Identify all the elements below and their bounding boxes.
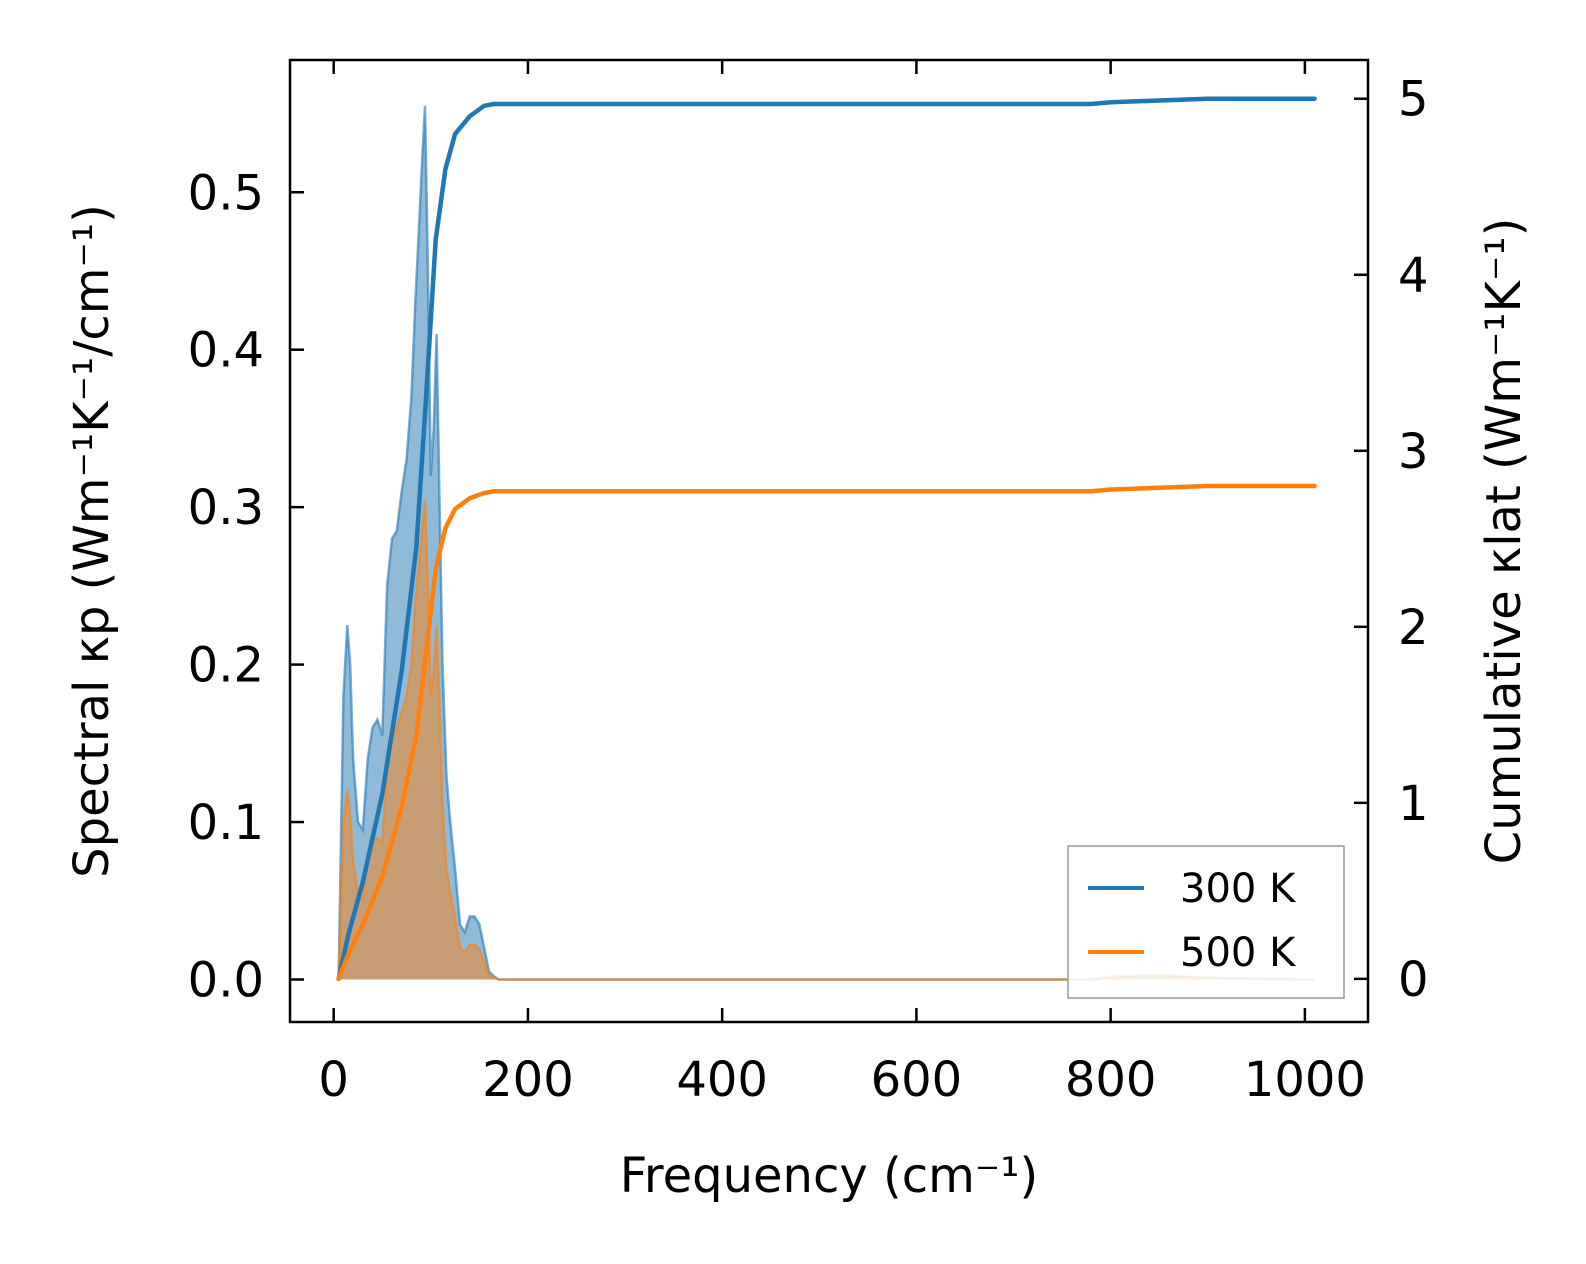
y-left-tick-label: 0.1 bbox=[188, 795, 264, 851]
y-left-tick-label: 0.0 bbox=[188, 952, 264, 1008]
x-tick-label: 200 bbox=[482, 1052, 574, 1108]
x-tick-label: 600 bbox=[871, 1052, 963, 1108]
y-axis-left-label: Spectral κp (Wm⁻¹K⁻¹/cm⁻¹) bbox=[64, 204, 120, 878]
legend-box bbox=[1067, 845, 1345, 999]
legend: 300 K 500 K bbox=[1067, 845, 1345, 999]
spectral-area-500k bbox=[338, 499, 1315, 980]
y-right-tick-label: 4 bbox=[1398, 248, 1429, 304]
y-left-tick-label: 0.5 bbox=[188, 165, 264, 221]
y-right-tick-label: 1 bbox=[1398, 776, 1429, 832]
legend-label-300k: 300 K bbox=[1180, 866, 1297, 912]
cumulative-line-300k bbox=[336, 96, 1317, 982]
y-right-tick-label: 3 bbox=[1398, 424, 1429, 480]
y-right-tick-label: 0 bbox=[1398, 952, 1429, 1008]
x-axis-label: Frequency (cm⁻¹) bbox=[620, 1148, 1038, 1204]
y-left-tick-label: 0.4 bbox=[188, 323, 264, 379]
axis-ticks: 0 200 400 600 800 1000 0.0 0.1 0.2 0.3 0.4 0.5 0 1 2 3 4… bbox=[188, 60, 1429, 1108]
cumulative-line-500k bbox=[336, 483, 1317, 982]
x-tick-label: 800 bbox=[1065, 1052, 1157, 1108]
y-right-tick-label: 2 bbox=[1398, 600, 1429, 656]
y-left-tick-label: 0.2 bbox=[188, 638, 264, 694]
y-axis-right-label: Cumulative κlat (Wm⁻¹K⁻¹) bbox=[1476, 218, 1532, 865]
plot-frame bbox=[288, 58, 1370, 1024]
y-left-tick-label: 0.3 bbox=[188, 480, 264, 536]
x-tick-label: 400 bbox=[676, 1052, 768, 1108]
legend-label-500k: 500 K bbox=[1180, 930, 1297, 976]
y-right-tick-label: 5 bbox=[1398, 72, 1429, 128]
x-tick-label: 1000 bbox=[1244, 1052, 1366, 1108]
x-tick-label: 0 bbox=[318, 1052, 349, 1108]
cumulative-lines bbox=[336, 96, 1317, 982]
